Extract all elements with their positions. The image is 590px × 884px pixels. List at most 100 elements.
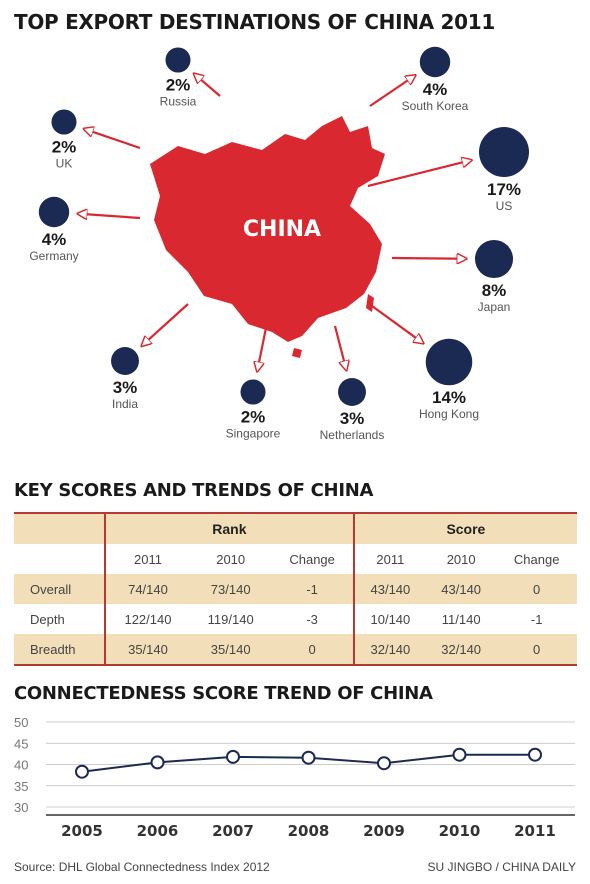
- column-header: 2011: [104, 544, 190, 574]
- table-cell: 10/140: [352, 604, 426, 634]
- bubbles-layer: 2%Russia2%UK4%Germany3%India2%Singapore3…: [29, 46, 529, 442]
- table-cell: -3: [271, 604, 354, 634]
- x-tick-label: 2010: [439, 822, 481, 840]
- destination-name: UK: [56, 157, 73, 171]
- taiwan-shape: [366, 294, 374, 312]
- scores-table: Rank Score 2011 2010 Change 2011 2010 Ch…: [14, 512, 577, 666]
- export-arrow: [333, 325, 346, 369]
- table-cell: 43/140: [352, 574, 426, 604]
- table-cell: 73/140: [189, 574, 272, 604]
- data-point: [75, 764, 89, 779]
- destination-percent: 2%: [241, 408, 266, 427]
- destination-bubble: [474, 239, 514, 279]
- hainan-shape: [292, 348, 302, 358]
- destination-name: US: [496, 199, 513, 213]
- table-cell: 43/140: [425, 574, 497, 604]
- table-cell: 35/140: [189, 634, 272, 665]
- table-cell: 35/140: [104, 634, 190, 665]
- table-cell: 0: [496, 574, 577, 604]
- china-map-shape: [150, 116, 385, 342]
- data-point: [377, 756, 391, 771]
- row-label: Overall: [14, 574, 105, 604]
- trend-title: CONNECTEDNESS SCORE TREND OF CHINA: [14, 683, 433, 704]
- x-tick-label: 2011: [514, 822, 556, 840]
- table-cell: 122/140: [104, 604, 190, 634]
- destination-percent: 3%: [113, 378, 138, 397]
- table-row: Breadth 35/140 35/140 0 32/140 32/140 0: [14, 634, 577, 665]
- y-tick-label: 30: [14, 800, 28, 815]
- data-point: [528, 747, 542, 762]
- destination-name: Hong Kong: [419, 407, 479, 421]
- export-arrow: [143, 303, 189, 345]
- x-tick-label: 2006: [137, 822, 179, 840]
- table-cell: 32/140: [352, 634, 426, 665]
- x-tick-label: 2009: [363, 822, 405, 840]
- column-header: Change: [496, 544, 577, 574]
- destination-percent: 2%: [52, 138, 77, 157]
- table-cell: 74/140: [104, 574, 190, 604]
- china-label: CHINA: [243, 217, 321, 242]
- group-header-rank: Rank: [104, 513, 354, 544]
- table-row: Overall 74/140 73/140 -1 43/140 43/140 0: [14, 574, 577, 604]
- y-tick-label: 35: [14, 779, 28, 794]
- destination-percent: 4%: [423, 80, 448, 99]
- destination-percent: 4%: [42, 230, 67, 249]
- destination-bubble: [38, 196, 70, 228]
- data-point: [150, 755, 165, 770]
- table-row: Depth 122/140 119/140 -3 10/140 11/140 -…: [14, 604, 577, 634]
- export-arrow: [79, 214, 141, 218]
- destination-bubble: [240, 379, 266, 405]
- y-tick-label: 50: [14, 715, 28, 730]
- export-destinations-map: CHINA 2%Russia2%UK4%Germany3%India2%Sing…: [29, 46, 529, 442]
- destination-percent: 8%: [482, 281, 507, 300]
- destination-percent: 2%: [166, 76, 191, 95]
- y-tick-label: 45: [14, 736, 28, 751]
- credit-note: SU JINGBO / CHINA DAILY: [427, 860, 576, 874]
- x-tick-label: 2005: [61, 822, 103, 840]
- destination-percent: 17%: [487, 180, 521, 199]
- destination-percent: 14%: [432, 388, 466, 407]
- table-cell: 0: [496, 634, 577, 665]
- export-arrow: [367, 160, 470, 188]
- data-point: [301, 750, 316, 765]
- x-tick-label: 2007: [212, 822, 254, 840]
- column-header: 2011: [352, 544, 426, 574]
- data-point: [452, 747, 467, 762]
- destination-name: Singapore: [226, 427, 281, 441]
- destination-bubble: [165, 47, 191, 73]
- destination-name: Netherlands: [320, 428, 385, 442]
- column-header: 2010: [425, 544, 497, 574]
- export-arrow: [391, 258, 465, 259]
- x-tick-label: 2008: [288, 822, 330, 840]
- table-cell: -1: [496, 604, 577, 634]
- table-cell: 0: [271, 634, 354, 665]
- destination-bubble: [419, 46, 451, 78]
- column-header: 2010: [189, 544, 272, 574]
- group-header-score: Score: [352, 513, 577, 544]
- destination-name: South Korea: [402, 99, 469, 113]
- scores-title: KEY SCORES AND TRENDS OF CHINA: [14, 480, 374, 501]
- destination-percent: 3%: [340, 409, 365, 428]
- table-cell: 11/140: [425, 604, 497, 634]
- destination-name: Japan: [478, 300, 511, 314]
- row-label: Breadth: [14, 634, 105, 665]
- trend-line-chart: 50 45 40 35 30 2005 2006 2007 2008 2009 2010 2011: [14, 715, 575, 840]
- export-arrow: [257, 317, 270, 370]
- source-note: Source: DHL Global Connectedness Index 2…: [14, 860, 270, 874]
- y-tick-label: 40: [14, 758, 28, 773]
- destination-bubble: [425, 338, 473, 386]
- table-cell: 119/140: [189, 604, 272, 634]
- destination-bubble: [111, 347, 139, 375]
- destination-bubble: [338, 378, 366, 406]
- destination-name: Germany: [29, 249, 78, 263]
- destinations-title: TOP EXPORT DESTINATIONS OF CHINA 2011: [14, 10, 495, 34]
- table-cell: -1: [271, 574, 354, 604]
- export-arrow: [195, 75, 221, 97]
- export-arrow: [369, 76, 414, 107]
- table-cell: 32/140: [425, 634, 497, 665]
- destination-name: India: [112, 397, 138, 411]
- destination-bubble: [479, 127, 529, 177]
- column-header: Change: [271, 544, 354, 574]
- data-point: [226, 749, 240, 764]
- row-label: Depth: [14, 604, 105, 634]
